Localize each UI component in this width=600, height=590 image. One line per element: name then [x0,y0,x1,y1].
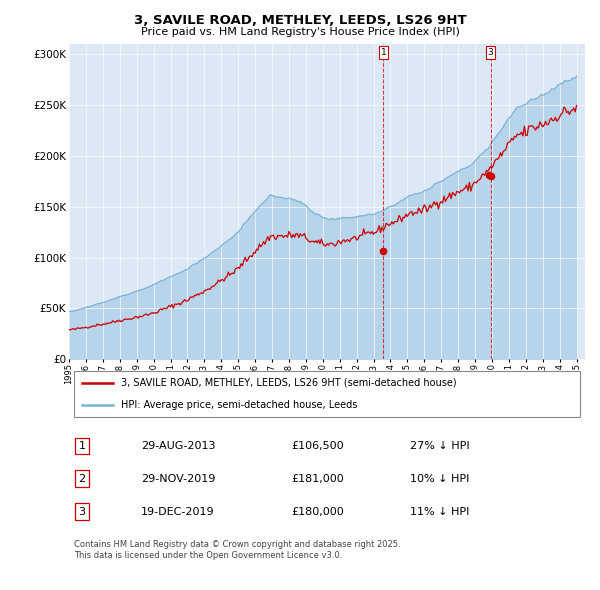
Text: 19-DEC-2019: 19-DEC-2019 [141,506,215,516]
Text: £180,000: £180,000 [291,506,344,516]
Text: 2: 2 [79,474,85,484]
Text: 3: 3 [488,48,493,57]
Text: HPI: Average price, semi-detached house, Leeds: HPI: Average price, semi-detached house,… [121,401,357,411]
Text: 11% ↓ HPI: 11% ↓ HPI [410,506,469,516]
Text: Contains HM Land Registry data © Crown copyright and database right 2025.
This d: Contains HM Land Registry data © Crown c… [74,540,401,560]
Text: 1: 1 [380,48,386,57]
FancyBboxPatch shape [74,371,580,417]
Text: Price paid vs. HM Land Registry's House Price Index (HPI): Price paid vs. HM Land Registry's House … [140,28,460,37]
Text: 3, SAVILE ROAD, METHLEY, LEEDS, LS26 9HT (semi-detached house): 3, SAVILE ROAD, METHLEY, LEEDS, LS26 9HT… [121,378,456,388]
Text: 3: 3 [79,506,85,516]
Text: 29-NOV-2019: 29-NOV-2019 [141,474,215,484]
Text: 10% ↓ HPI: 10% ↓ HPI [410,474,469,484]
Text: £181,000: £181,000 [291,474,344,484]
Text: 3, SAVILE ROAD, METHLEY, LEEDS, LS26 9HT: 3, SAVILE ROAD, METHLEY, LEEDS, LS26 9HT [134,14,466,27]
Text: 27% ↓ HPI: 27% ↓ HPI [410,441,469,451]
Text: 1: 1 [79,441,85,451]
Text: 29-AUG-2013: 29-AUG-2013 [141,441,216,451]
Text: £106,500: £106,500 [291,441,344,451]
